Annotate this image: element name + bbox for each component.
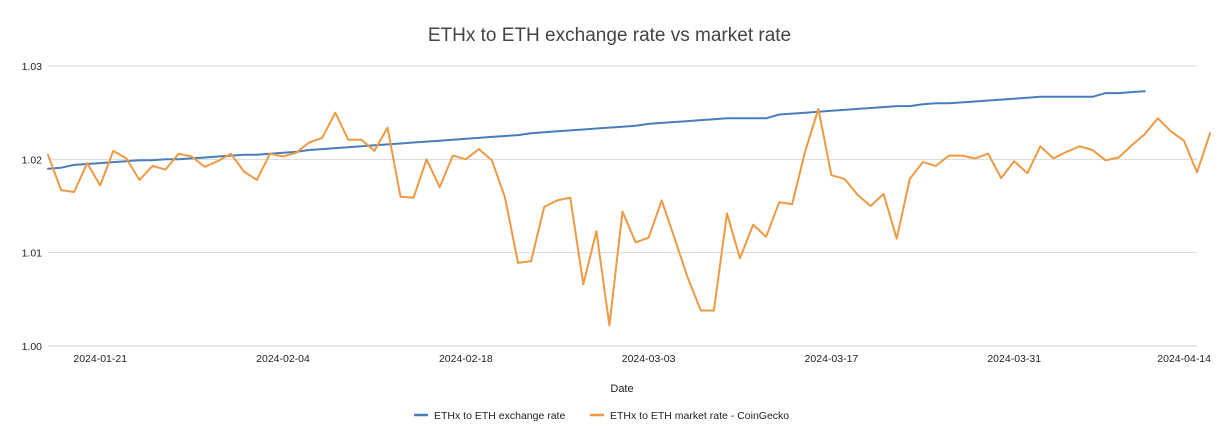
series-line-2 bbox=[47, 107, 1212, 327]
x-axis-label: Date bbox=[610, 383, 633, 395]
x-tick-label: 2024-03-03 bbox=[622, 353, 676, 365]
legend-label-1: ETHx to ETH exchange rate bbox=[434, 410, 565, 422]
x-axis: 2024-01-21 2024-02-04 2024-02-18 2024-03-03… bbox=[73, 353, 1211, 365]
x-tick-label: 2024-04-14 bbox=[1157, 353, 1211, 365]
x-tick-label: 2024-02-04 bbox=[256, 353, 310, 365]
y-tick-label: 1.03 bbox=[22, 61, 43, 73]
x-tick-label: 2024-01-21 bbox=[73, 353, 127, 365]
legend: ETHx to ETH exchange rate ETHx to ETH mar… bbox=[414, 410, 789, 422]
y-axis: 1.00 1.01 1.02 1.03 bbox=[22, 61, 43, 353]
y-tick-label: 1.00 bbox=[22, 341, 43, 353]
series-line-1 bbox=[47, 90, 1146, 170]
x-tick-label: 2024-02-18 bbox=[439, 353, 493, 365]
y-tick-label: 1.01 bbox=[22, 248, 43, 260]
x-tick-label: 2024-03-31 bbox=[987, 353, 1041, 365]
grid-layer bbox=[48, 65, 1197, 347]
chart-title: ETHx to ETH exchange rate vs market rate bbox=[428, 25, 791, 46]
y-tick-label: 1.02 bbox=[22, 154, 43, 166]
legend-label-2: ETHx to ETH market rate - CoinGecko bbox=[610, 410, 789, 422]
x-tick-label: 2024-03-17 bbox=[805, 353, 859, 365]
series-layer bbox=[47, 90, 1212, 327]
